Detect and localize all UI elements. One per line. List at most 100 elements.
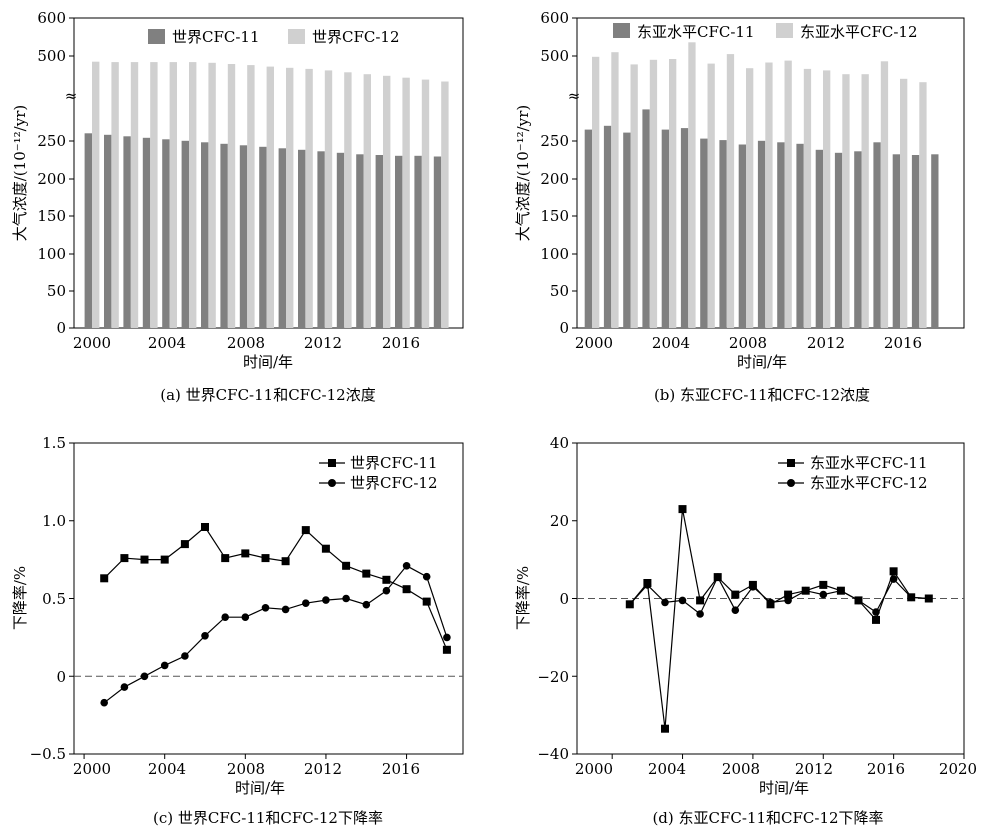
y-axis-label: 大气浓度/(10⁻¹²/yr) [11, 105, 29, 242]
legend-label: 东亚水平CFC-11 [810, 454, 928, 472]
data-point-circle [281, 605, 290, 614]
bar-cfc12 [247, 65, 255, 328]
data-point-square [819, 580, 828, 589]
data-point-circle [696, 610, 704, 618]
bar-cfc12 [363, 74, 371, 328]
y-tick-label: 50 [550, 282, 569, 300]
data-point-square [120, 554, 129, 563]
data-point-circle [160, 661, 169, 670]
bar-cfc12 [92, 61, 100, 328]
legend-label: 世界CFC-11 [172, 28, 260, 46]
bar-cfc12 [823, 70, 831, 329]
bar-series-group [584, 42, 939, 329]
bar-cfc12 [707, 63, 715, 328]
y-tick-label: 500 [540, 47, 569, 65]
data-point-circle [766, 598, 775, 607]
data-point-circle [854, 596, 863, 605]
x-tick-label: 2012 [304, 760, 342, 778]
x-tick-label: 2004 [652, 334, 690, 352]
x-tick-label: 2008 [729, 334, 767, 352]
bar-cfc11 [220, 143, 228, 328]
data-point-circle [713, 573, 722, 581]
series-line-cfc11 [629, 508, 929, 729]
data-point-square [221, 554, 230, 563]
data-point-circle [731, 606, 740, 614]
y-tick-label: 0.5 [42, 590, 66, 608]
data-point-square [696, 596, 705, 605]
legend-marker-circle [328, 479, 336, 487]
x-tick-label: 2000 [575, 334, 613, 352]
bar-cfc11 [854, 151, 862, 328]
legend-label: 东亚水平CFC-12 [810, 474, 928, 492]
data-point-circle [643, 581, 652, 589]
x-tick-label: 2016 [867, 760, 905, 778]
y-tick-label: 0 [559, 319, 569, 337]
legend-label: 东亚水平CFC-12 [800, 23, 918, 41]
bar-cfc11 [239, 145, 248, 328]
bar-cfc11 [892, 154, 900, 328]
bar-cfc11 [317, 151, 325, 328]
data-point-circle [422, 572, 431, 581]
bar-cfc11 [142, 137, 151, 328]
legend-marker-square [328, 459, 336, 467]
bar-cfc12 [726, 54, 735, 328]
bar-cfc12 [861, 74, 869, 328]
x-tick-label: 2008 [227, 760, 265, 778]
data-point-square [100, 574, 109, 583]
data-point-square [889, 567, 898, 576]
legend-marker-circle [787, 479, 795, 487]
bar-cfc12 [208, 62, 216, 329]
bar-cfc12 [266, 66, 274, 328]
data-point-square [201, 523, 209, 531]
bar-cfc11 [162, 139, 170, 328]
y-axis-label: 下降率/% [514, 566, 532, 630]
x-axis-label: 时间/年 [243, 353, 293, 371]
bar-cfc12 [286, 67, 294, 329]
bar-cfc12 [630, 64, 638, 329]
bar-cfc11 [414, 155, 422, 328]
bar-cfc12 [305, 68, 313, 329]
bar-cfc11 [336, 152, 345, 328]
data-point-circle [140, 672, 149, 681]
data-point-square [140, 555, 149, 564]
x-tick-label: 2008 [227, 334, 265, 352]
data-point-circle [241, 613, 250, 621]
data-point-square [442, 645, 451, 654]
data-point-circle [342, 594, 350, 603]
bar-cfc11 [873, 142, 881, 328]
y-tick-label: 600 [37, 9, 66, 27]
data-point-circle [907, 593, 915, 602]
bar-cfc11 [777, 142, 785, 328]
data-point-square [402, 585, 411, 594]
data-point-circle [402, 562, 411, 570]
bar-series-group [84, 61, 449, 329]
data-point-circle [749, 583, 757, 591]
bar-cfc12 [189, 62, 197, 328]
data-point-circle [382, 586, 391, 595]
axis-break-mark: ≈ [65, 87, 78, 105]
x-tick-label: 2000 [575, 760, 613, 778]
legend-swatch-cfc12 [776, 23, 793, 38]
data-point-circle [819, 590, 828, 599]
data-point-square [342, 561, 351, 570]
data-point-circle [362, 600, 371, 609]
x-tick-label: 2016 [382, 334, 420, 352]
y-axis-label: 下降率/% [11, 566, 29, 630]
panel-b-east-asia-concentration: 0 50 100 150 200 250 500 600 ≈ 2000 2004… [514, 9, 965, 404]
bar-cfc11 [298, 149, 306, 328]
x-tick-label: 2004 [648, 760, 686, 778]
bar-cfc11 [815, 149, 823, 328]
data-point-square [678, 505, 687, 514]
data-point-circle [626, 600, 634, 609]
data-point-circle [801, 586, 810, 595]
x-tick-label: 2020 [939, 760, 977, 778]
bar-cfc11 [796, 143, 804, 328]
x-axis-label: 时间/年 [235, 779, 285, 797]
y-tick-label: 1.5 [42, 434, 66, 452]
y-tick-label: 1.0 [42, 512, 66, 530]
legend-label: 世界CFC-11 [350, 454, 438, 472]
legend-swatch-cfc11 [148, 29, 165, 44]
data-point-circle [302, 599, 310, 607]
y-tick-label: −40 [537, 745, 569, 763]
data-point-square [281, 557, 290, 566]
